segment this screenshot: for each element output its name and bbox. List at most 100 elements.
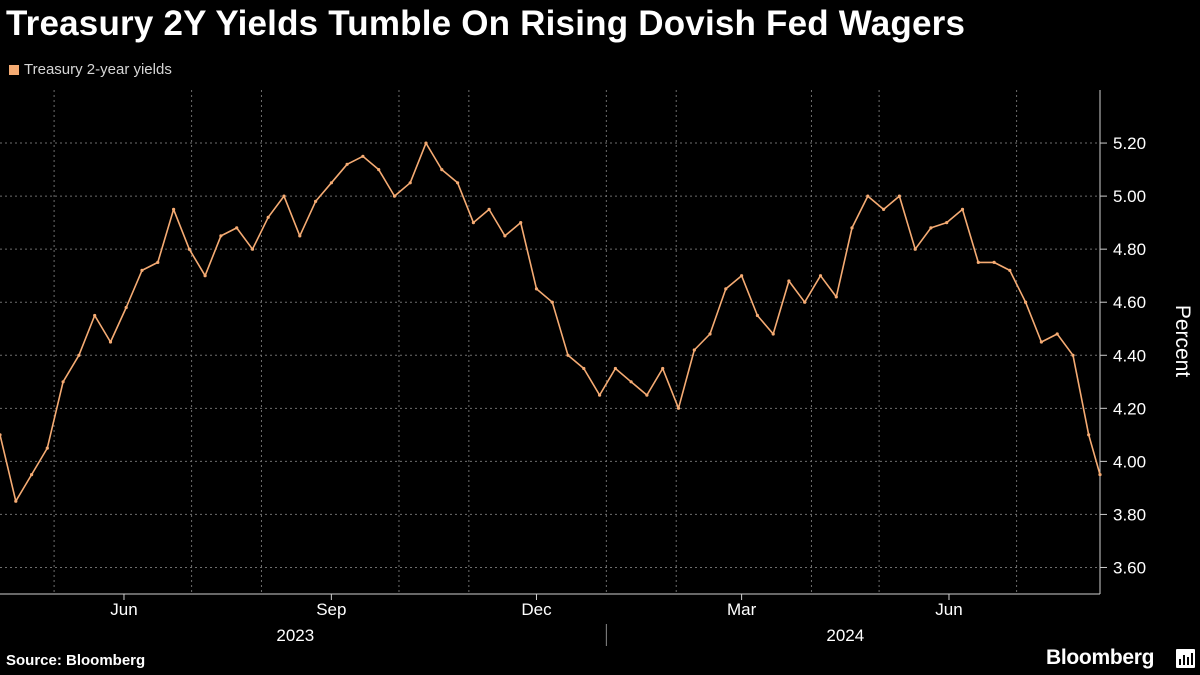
year-label: 2024 <box>826 626 864 645</box>
axes <box>0 90 1107 646</box>
y-tick-label: 5.00 <box>1113 187 1146 206</box>
brand-logo: Bloomberg <box>1046 646 1155 669</box>
data-point <box>771 332 775 336</box>
data-point <box>235 226 239 230</box>
data-point <box>140 268 144 272</box>
data-point <box>740 274 744 278</box>
data-point <box>708 332 712 336</box>
data-point <box>629 380 633 384</box>
y-axis-title: Percent <box>1171 305 1194 378</box>
y-tick-label: 4.20 <box>1113 399 1146 418</box>
data-point <box>945 221 949 225</box>
data-point <box>661 366 665 371</box>
data-point <box>314 199 318 203</box>
data-point <box>566 353 570 357</box>
data-point <box>992 260 996 264</box>
x-tick-label: Jun <box>110 600 137 619</box>
data-point <box>14 499 18 503</box>
data-point <box>440 168 444 172</box>
data-point <box>613 366 618 371</box>
data-point <box>755 313 760 318</box>
data-point <box>156 260 160 264</box>
y-tick-label: 4.60 <box>1113 293 1146 312</box>
x-tick-label: Sep <box>316 600 346 619</box>
data-point <box>1024 300 1028 304</box>
data-point <box>77 353 81 357</box>
data-point <box>282 194 286 198</box>
data-point <box>519 221 523 225</box>
data-point <box>724 287 728 291</box>
data-point <box>471 221 475 225</box>
year-label: 2023 <box>276 626 314 645</box>
x-tick-label: Dec <box>521 600 552 619</box>
data-point <box>503 234 507 238</box>
x-tick-label: Jun <box>935 600 962 619</box>
data-point <box>582 366 586 371</box>
data-point <box>882 207 886 211</box>
data-point <box>897 194 902 198</box>
data-point <box>1098 473 1102 477</box>
data-point <box>0 433 2 437</box>
data-point <box>1087 433 1091 437</box>
data-point <box>187 247 191 251</box>
data-point <box>818 274 823 278</box>
data-point <box>676 406 681 410</box>
legend-label: Treasury 2-year yields <box>24 61 172 78</box>
y-tick-label: 3.80 <box>1113 505 1146 524</box>
data-point <box>424 141 428 145</box>
data-point <box>866 194 870 198</box>
data-point <box>976 260 980 264</box>
axis-labels: 3.60 3.80 4.00 4.20 4.40 4.60 4.80 5.00 5.20 Jun S… <box>110 134 1194 645</box>
y-tick-label: 4.80 <box>1113 240 1146 259</box>
data-point <box>1039 340 1043 344</box>
legend: Treasury 2-year yields <box>9 61 172 78</box>
data-point <box>203 274 207 278</box>
data-point <box>329 181 333 185</box>
series-line <box>0 142 1101 503</box>
data-point <box>960 207 965 211</box>
data-point <box>1071 353 1075 357</box>
data-point <box>803 300 807 304</box>
data-point <box>787 279 791 283</box>
data-point <box>1055 332 1059 336</box>
data-point <box>534 287 539 291</box>
legend-swatch <box>9 64 19 75</box>
data-point <box>456 181 460 185</box>
data-point <box>172 207 176 211</box>
data-point <box>30 473 34 477</box>
y-tick-label: 5.20 <box>1113 134 1146 153</box>
gridlines <box>0 90 1100 594</box>
y-tick-label: 3.60 <box>1113 558 1146 577</box>
data-point <box>645 393 649 397</box>
data-point <box>250 247 255 251</box>
y-tick-label: 4.00 <box>1113 452 1146 471</box>
data-point <box>692 348 696 352</box>
data-point <box>345 162 349 166</box>
data-point <box>108 340 113 344</box>
x-tick-label: Mar <box>727 600 757 619</box>
source-note: Source: Bloomberg <box>6 652 146 669</box>
data-point <box>487 207 491 211</box>
chart-title: Treasury 2Y Yields Tumble On Rising Dovi… <box>6 4 966 43</box>
data-point <box>929 226 933 230</box>
data-point <box>124 305 128 310</box>
data-point <box>392 194 397 198</box>
data-point <box>850 226 854 230</box>
series-layer <box>0 141 1102 503</box>
data-point <box>913 247 917 251</box>
data-point <box>298 234 302 238</box>
terminal-icon <box>1176 649 1195 668</box>
data-point <box>45 446 49 450</box>
y-tick-label: 4.40 <box>1113 346 1146 365</box>
data-point <box>93 313 97 318</box>
data-point <box>219 234 223 238</box>
data-point <box>834 295 838 299</box>
data-point <box>377 168 381 172</box>
data-point <box>266 215 270 219</box>
data-point <box>361 154 365 158</box>
data-point <box>598 393 602 397</box>
data-point <box>61 380 65 384</box>
data-point <box>550 300 554 304</box>
data-point <box>408 181 412 185</box>
